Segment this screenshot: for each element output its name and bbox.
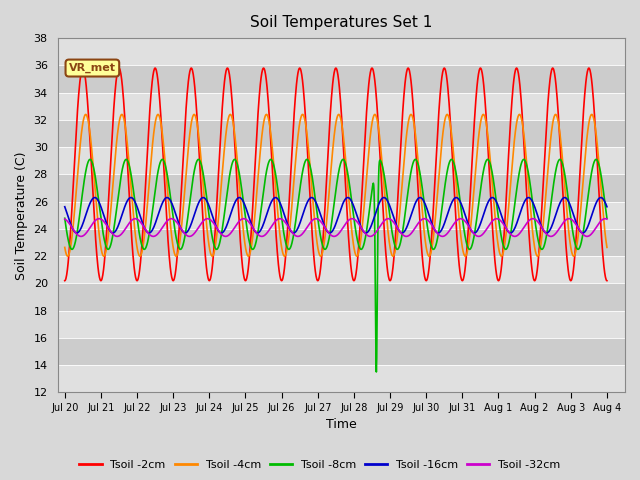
- Bar: [58, 120, 625, 147]
- Text: VR_met: VR_met: [69, 63, 116, 73]
- Bar: [58, 202, 625, 229]
- Bar: [58, 229, 625, 256]
- Bar: [58, 256, 625, 283]
- Bar: [58, 147, 625, 174]
- Legend: Tsoil -2cm, Tsoil -4cm, Tsoil -8cm, Tsoil -16cm, Tsoil -32cm: Tsoil -2cm, Tsoil -4cm, Tsoil -8cm, Tsoi…: [75, 456, 565, 474]
- Bar: [58, 338, 625, 365]
- Bar: [58, 365, 625, 393]
- Bar: [58, 38, 625, 65]
- Y-axis label: Soil Temperature (C): Soil Temperature (C): [15, 151, 28, 279]
- Bar: [58, 311, 625, 338]
- Bar: [58, 174, 625, 202]
- Title: Soil Temperatures Set 1: Soil Temperatures Set 1: [250, 15, 433, 30]
- X-axis label: Time: Time: [326, 419, 356, 432]
- Bar: [58, 283, 625, 311]
- Bar: [58, 93, 625, 120]
- Bar: [58, 65, 625, 93]
